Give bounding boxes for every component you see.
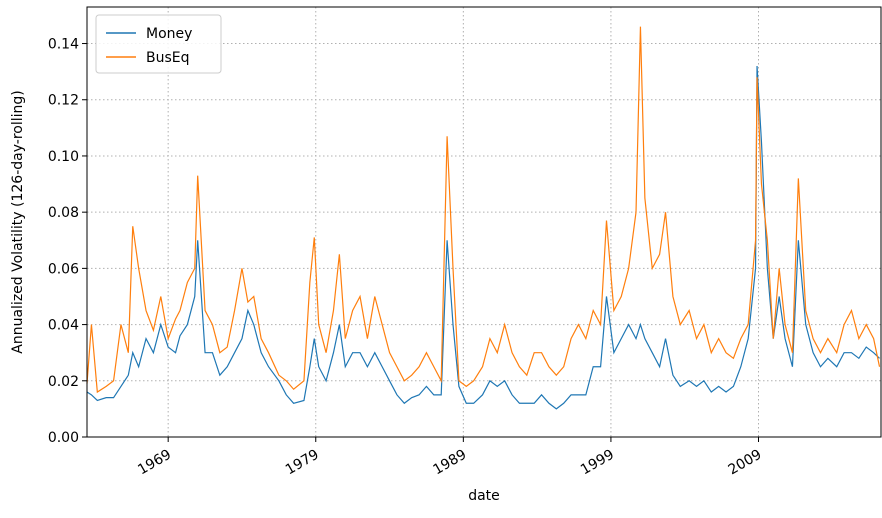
y-tick-label: 0.12 bbox=[48, 93, 79, 109]
legend-label: BusEq bbox=[146, 50, 190, 66]
line-series bbox=[86, 65, 880, 410]
line-series bbox=[86, 26, 881, 394]
y-tick-label: 0.04 bbox=[48, 318, 79, 334]
y-tick-label: 0.06 bbox=[48, 261, 79, 277]
x-tick-label: 1989 bbox=[430, 447, 469, 479]
y-tick-label: 0.08 bbox=[48, 205, 79, 221]
y-tick-label: 0.14 bbox=[48, 37, 79, 53]
plot-frame bbox=[86, 6, 882, 438]
x-tick-label: 1999 bbox=[578, 447, 617, 479]
x-tick-label: 1969 bbox=[135, 447, 174, 479]
y-tick-label: 0.10 bbox=[48, 149, 79, 165]
x-tick-label: 1979 bbox=[283, 447, 322, 479]
legend-box bbox=[95, 14, 222, 74]
y-tick-label: 0.02 bbox=[48, 374, 79, 390]
y-tick-label: 0.00 bbox=[48, 430, 79, 446]
x-tick-label: 2009 bbox=[726, 447, 765, 479]
y-axis-label: Annualized Volatility (126-day-rolling) bbox=[10, 90, 26, 353]
legend-label: Money bbox=[146, 26, 192, 42]
x-axis-label: date bbox=[468, 488, 500, 504]
